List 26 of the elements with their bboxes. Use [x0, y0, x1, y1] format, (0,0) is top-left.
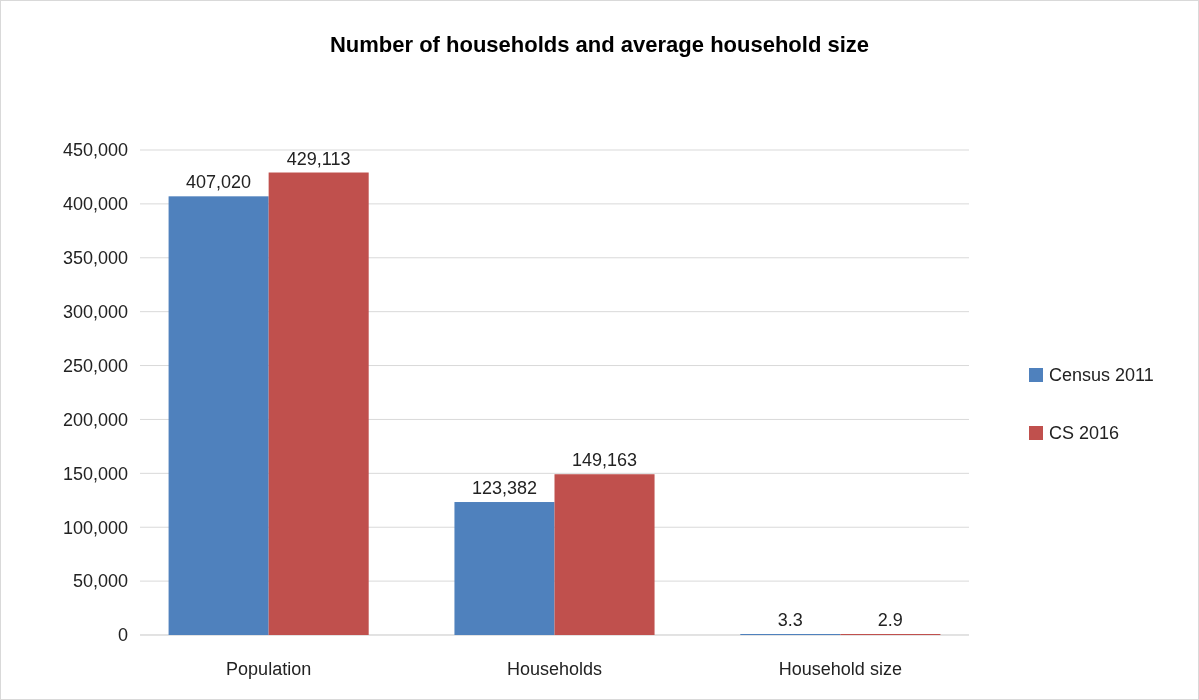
- chart-title: Number of households and average household size: [329, 32, 870, 57]
- data-label: 407,020: [186, 172, 252, 193]
- x-tick-label: Population: [226, 659, 312, 679]
- y-tick-label: 100,000: [62, 517, 128, 538]
- legend-label: CS 2016: [1049, 423, 1120, 444]
- y-tick-label: 150,000: [62, 463, 128, 484]
- y-tick-label: 200,000: [62, 409, 128, 430]
- y-tick-label: 300,000: [62, 301, 128, 322]
- bar: [554, 474, 655, 635]
- data-label: 123,382: [471, 478, 538, 499]
- y-tick-label: 350,000: [62, 248, 128, 269]
- y-tick-label: 0: [117, 625, 128, 646]
- x-tick-label: Households: [506, 659, 603, 679]
- bar: [168, 196, 269, 635]
- data-label: 149,163: [571, 450, 638, 471]
- y-tick-label: 450,000: [62, 140, 128, 161]
- legend-label: Census 2011: [1049, 365, 1154, 386]
- bar: [268, 172, 369, 635]
- y-tick-label: 50,000: [72, 571, 128, 592]
- data-label: 2.9: [877, 610, 903, 630]
- y-tick-label: 250,000: [62, 355, 128, 376]
- data-label: 3.3: [777, 610, 803, 630]
- data-label: 429,113: [286, 148, 351, 169]
- bar: [454, 502, 555, 635]
- y-tick-label: 400,000: [62, 194, 128, 215]
- x-tick-label: Household size: [778, 659, 902, 679]
